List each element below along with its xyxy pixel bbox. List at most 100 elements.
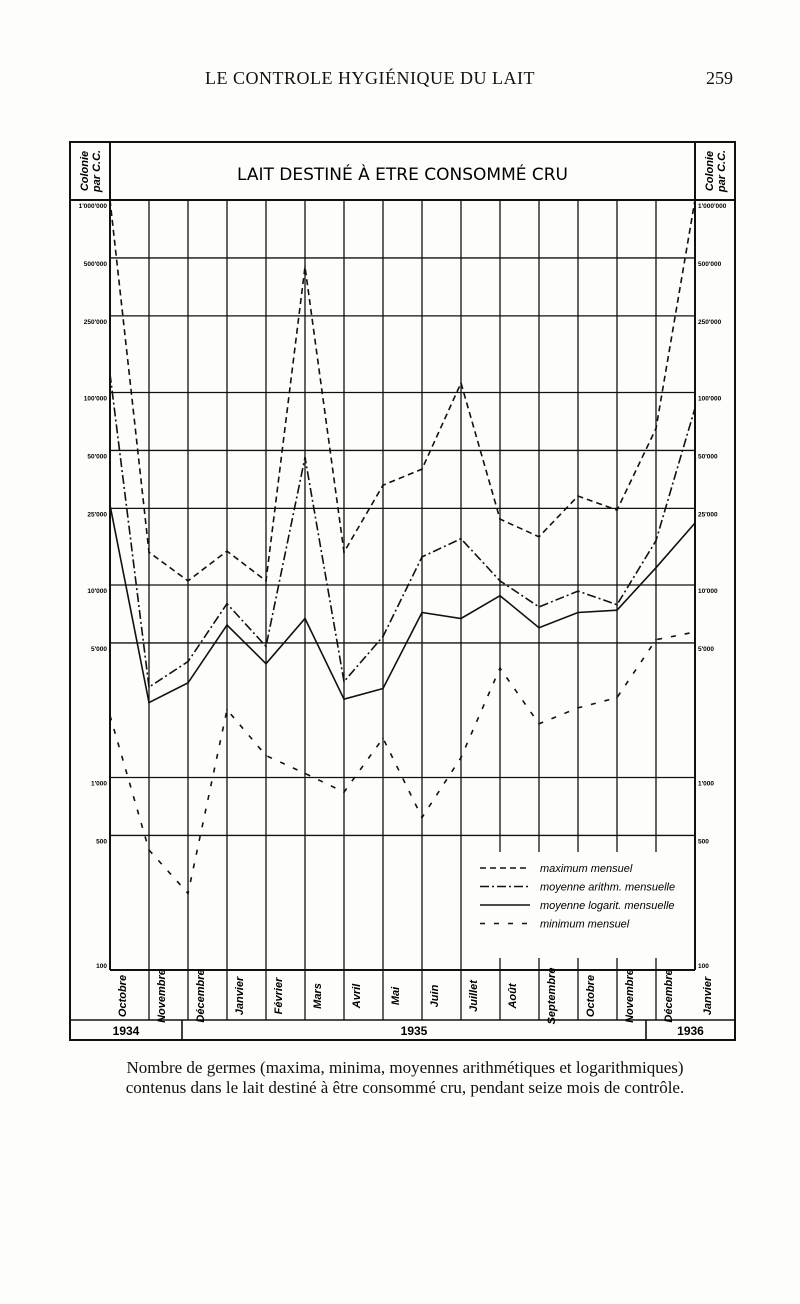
data-point	[226, 602, 228, 605]
y-tick-label-right: 100	[698, 963, 709, 970]
y-tick-label-left: 250'000	[84, 319, 108, 326]
y-tick-label-right: 5'000	[698, 646, 714, 653]
data-point	[304, 772, 306, 775]
month-label: Janvier	[702, 976, 714, 1015]
data-point	[109, 504, 111, 506]
month-label: Mars	[312, 983, 324, 1009]
y-tick-label-right: 250'000	[698, 319, 722, 326]
month-label: Octobre	[585, 975, 597, 1017]
data-point	[577, 495, 579, 497]
data-point	[343, 791, 345, 793]
data-point	[148, 686, 150, 688]
y-axis-label-line: Colonie	[704, 151, 716, 191]
data-point	[538, 606, 540, 608]
month-label: Juillet	[468, 979, 480, 1012]
data-point	[226, 550, 228, 552]
data-point	[655, 638, 657, 641]
data-point	[187, 580, 189, 582]
y-axis-label-left: Coloniepar C.C.	[79, 150, 103, 193]
data-point	[304, 265, 306, 268]
data-point	[421, 468, 423, 470]
data-point	[499, 594, 501, 597]
data-point	[382, 687, 384, 690]
month-label: Janvier	[234, 976, 246, 1015]
y-tick-label-left: 100	[96, 963, 107, 970]
data-point	[265, 645, 267, 648]
y-tick-label-right: 25'000	[698, 511, 718, 518]
data-point	[187, 682, 189, 684]
y-tick-label-left: 500	[96, 838, 107, 845]
month-label: Septembre	[546, 968, 558, 1025]
y-tick-label-right: 500	[698, 838, 709, 845]
month-label: Décembre	[663, 969, 675, 1022]
data-point	[538, 535, 540, 538]
y-axis-label-right: Coloniepar C.C.	[704, 150, 728, 193]
month-label: Août	[507, 982, 519, 1009]
y-tick-label-left: 1'000'000	[79, 203, 108, 210]
data-point	[265, 754, 267, 757]
y-tick-label-left: 25'000	[87, 511, 107, 518]
y-tick-label-left: 100'000	[84, 396, 108, 403]
month-label: Novembre	[624, 969, 636, 1023]
data-point	[616, 696, 618, 699]
month-label: Novembre	[156, 969, 168, 1023]
series-line-moyenne-arithm-mensuelle	[109, 373, 696, 689]
data-point	[694, 407, 696, 409]
figure-caption: Nombre de germes (maxima, minima, moyenn…	[50, 1058, 760, 1098]
data-point	[460, 537, 462, 540]
running-title: LE CONTROLE HYGIÉNIQUE DU LAIT	[205, 68, 535, 88]
month-label: Mai	[390, 986, 402, 1005]
month-label: Octobre	[117, 975, 129, 1017]
page-number: 259	[706, 68, 733, 88]
legend-label: maximum mensuel	[540, 863, 633, 875]
data-point	[538, 723, 540, 725]
data-point	[343, 680, 345, 683]
data-point	[265, 580, 267, 582]
data-point	[655, 566, 657, 569]
data-point	[382, 484, 384, 486]
data-point	[460, 382, 462, 384]
data-point	[187, 660, 189, 663]
year-label: 1934	[113, 1024, 140, 1038]
series-line-maximum-mensuel	[109, 199, 696, 583]
data-point	[499, 518, 501, 520]
y-tick-label-right: 1'000	[698, 781, 714, 788]
data-point	[694, 199, 696, 201]
data-point	[226, 708, 228, 711]
data-point	[304, 456, 306, 459]
y-tick-label-right: 500'000	[698, 261, 722, 268]
y-tick-label-right: 100'000	[698, 396, 722, 403]
data-point	[343, 698, 345, 701]
data-point	[616, 603, 618, 606]
data-point	[538, 626, 540, 629]
y-tick-label-left: 500'000	[84, 261, 108, 268]
chart-title: LAIT DESTINÉ À ETRE CONSOMMÉ CRU	[237, 163, 568, 185]
y-axis-label-line: par C.C.	[716, 150, 728, 193]
y-axis-label-line: Colonie	[79, 151, 91, 191]
y-tick-label-left: 50'000	[87, 453, 107, 460]
month-label: Avril	[351, 983, 363, 1009]
chart-frame	[69, 141, 736, 1041]
data-point	[616, 509, 618, 511]
y-tick-label-right: 10'000	[698, 588, 718, 595]
year-label: 1935	[401, 1024, 428, 1038]
caption-line-2: contenus dans le lait destiné à être con…	[125, 1078, 685, 1097]
year-label: 1936	[677, 1024, 704, 1038]
data-point	[421, 556, 423, 558]
data-point	[499, 580, 501, 582]
data-point	[109, 714, 111, 717]
y-tick-label-left: 10'000	[87, 588, 107, 595]
legend-label: minimum mensuel	[540, 919, 630, 931]
data-point	[148, 701, 150, 704]
data-point	[460, 617, 462, 620]
data-point	[694, 631, 696, 633]
data-point	[577, 590, 579, 592]
data-point	[421, 816, 423, 819]
data-point	[655, 427, 657, 430]
data-point	[265, 662, 267, 665]
data-point	[577, 611, 579, 614]
data-point	[226, 624, 228, 626]
data-point	[148, 551, 150, 554]
